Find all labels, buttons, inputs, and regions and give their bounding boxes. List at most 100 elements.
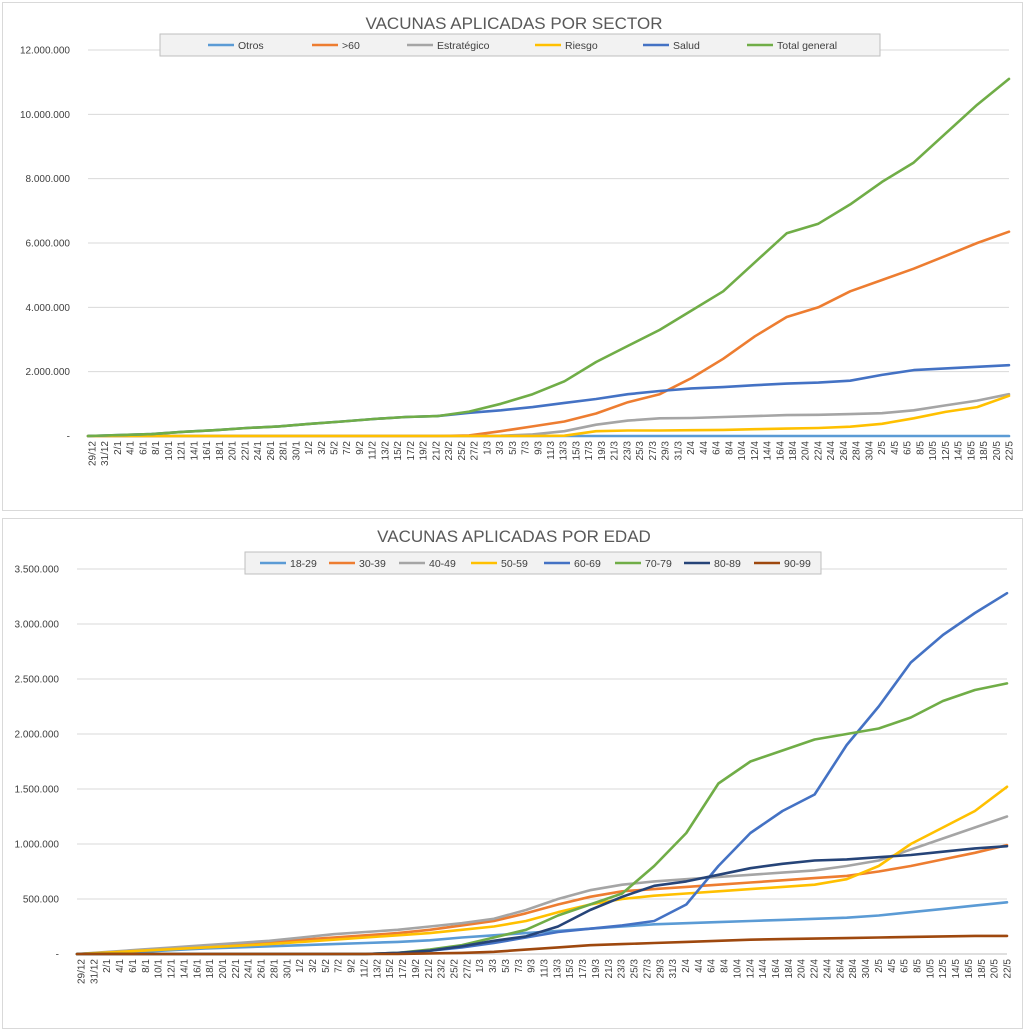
x-tick-label: 14/1 bbox=[189, 441, 200, 461]
sector-chart-svg: VACUNAS APLICADAS POR SECTOR - 2.000.000 4.… bbox=[20, 14, 1016, 466]
x-tick-label: 23/3 bbox=[622, 441, 633, 461]
x-tick-label: 25/3 bbox=[635, 441, 646, 461]
series-line-2 bbox=[75, 815, 1009, 956]
x-tick-label: 29/3 bbox=[655, 959, 666, 979]
y-tick-label: 4.000.000 bbox=[26, 303, 71, 314]
x-tick-label: 7/3 bbox=[521, 441, 532, 455]
x-tick-label: 3/3 bbox=[488, 959, 499, 973]
x-tick-label: 12/5 bbox=[938, 959, 949, 979]
x-tick-label: 31/12 bbox=[89, 959, 100, 984]
y-tick-label: 6.000.000 bbox=[26, 239, 71, 250]
x-tick-label: 16/4 bbox=[771, 959, 782, 979]
x-tick-label: 9/2 bbox=[355, 441, 366, 455]
x-tick-label: 10/1 bbox=[164, 441, 175, 461]
x-tick-label: 10/4 bbox=[732, 959, 743, 979]
x-tick-label: 15/3 bbox=[565, 959, 576, 979]
x-tick-label: 14/1 bbox=[179, 959, 190, 979]
x-tick-label: 8/1 bbox=[141, 959, 152, 973]
legend-label: 18-29 bbox=[290, 558, 317, 570]
legend-label: Salud bbox=[673, 40, 700, 52]
x-tick-label: 29/12 bbox=[77, 959, 88, 984]
x-tick-label: 20/5 bbox=[992, 441, 1003, 461]
x-tick-label: 20/4 bbox=[797, 959, 808, 979]
x-tick-label: 1/3 bbox=[475, 959, 486, 973]
x-tick-label: 18/4 bbox=[788, 441, 799, 461]
x-tick-label: 12/5 bbox=[941, 441, 952, 461]
legend-label: 70-79 bbox=[645, 558, 672, 570]
y-tick-label: 2.000.000 bbox=[26, 367, 71, 378]
legend-label: >60 bbox=[342, 40, 360, 52]
x-tick-label: 13/2 bbox=[372, 959, 383, 979]
x-tick-label: 2/1 bbox=[113, 441, 124, 455]
y-tick-label: 3.000.000 bbox=[15, 620, 60, 631]
x-tick-label: 18/5 bbox=[979, 441, 990, 461]
edad-chart-svg: VACUNAS APLICADAS POR EDAD - 500.000 1.000.… bbox=[15, 527, 1014, 984]
legend-label: Riesgo bbox=[565, 40, 598, 52]
x-tick-label: 6/4 bbox=[712, 441, 723, 455]
x-tick-label: 27/3 bbox=[648, 441, 659, 461]
y-tick-label: 12.000.000 bbox=[20, 46, 70, 57]
x-tick-label: 21/2 bbox=[431, 441, 442, 461]
x-tick-label: 8/5 bbox=[915, 441, 926, 455]
y-tick-label: 1.000.000 bbox=[15, 840, 60, 851]
x-tick-label: 2/4 bbox=[686, 441, 697, 455]
x-tick-label: 4/1 bbox=[126, 441, 137, 455]
x-tick-label: 24/4 bbox=[826, 441, 837, 461]
x-tick-label: 5/2 bbox=[321, 959, 332, 973]
x-tick-label: 18/5 bbox=[977, 959, 988, 979]
x-tick-label: 21/3 bbox=[610, 441, 621, 461]
series-line-4 bbox=[75, 591, 1009, 956]
x-tick-label: 11/3 bbox=[546, 441, 557, 460]
x-tick-label: 25/2 bbox=[457, 441, 468, 461]
legend-label: 40-49 bbox=[429, 558, 456, 570]
x-tick-label: 8/4 bbox=[724, 441, 735, 455]
x-tick-label: 30/4 bbox=[864, 441, 875, 461]
legend-label: 30-39 bbox=[359, 558, 386, 570]
x-tick-label: 17/3 bbox=[584, 441, 595, 461]
x-tick-label: 26/4 bbox=[839, 441, 850, 461]
x-tick-label: 26/1 bbox=[257, 959, 268, 979]
legend-label: 90-99 bbox=[784, 558, 811, 570]
x-tick-label: 19/3 bbox=[597, 441, 608, 461]
x-tick-label: 31/3 bbox=[673, 441, 684, 461]
x-tick-label: 26/1 bbox=[266, 441, 277, 461]
x-tick-label: 24/1 bbox=[253, 441, 264, 461]
x-tick-label: 22/5 bbox=[1005, 441, 1016, 461]
series-line-3 bbox=[75, 785, 1009, 956]
legend-label: Otros bbox=[238, 40, 264, 52]
x-tick-label: 17/2 bbox=[406, 441, 417, 461]
x-tick-label: 1/2 bbox=[295, 959, 306, 973]
x-tick-label: 20/4 bbox=[801, 441, 812, 461]
x-tick-label: 9/3 bbox=[527, 959, 538, 973]
legend-label: 60-69 bbox=[574, 558, 601, 570]
series-line-7 bbox=[75, 934, 1009, 956]
x-tick-label: 4/5 bbox=[890, 441, 901, 455]
x-tick-label: 2/4 bbox=[681, 959, 692, 973]
x-tick-label: 10/1 bbox=[154, 959, 165, 979]
x-tick-label: 12/4 bbox=[750, 441, 761, 461]
x-tick-label: 12/4 bbox=[745, 959, 756, 979]
x-tick-label: 19/2 bbox=[411, 959, 422, 979]
y-tick-label: 2.500.000 bbox=[15, 675, 60, 686]
x-tick-label: 13/3 bbox=[552, 959, 563, 979]
x-tick-label: 1/2 bbox=[304, 441, 315, 455]
x-tick-label: 18/1 bbox=[205, 959, 216, 979]
x-tick-label: 31/12 bbox=[100, 441, 111, 466]
x-tick-label: 17/3 bbox=[578, 959, 589, 979]
x-tick-label: 4/5 bbox=[887, 959, 898, 973]
legend-label: 50-59 bbox=[501, 558, 528, 570]
x-tick-label: 6/1 bbox=[138, 441, 149, 455]
series-line-5 bbox=[75, 682, 1009, 956]
x-tick-label: 2/5 bbox=[877, 441, 888, 455]
x-tick-label: 13/3 bbox=[559, 441, 570, 461]
x-tick-label: 14/4 bbox=[763, 441, 774, 461]
x-tick-label: 26/4 bbox=[835, 959, 846, 979]
x-tick-label: 6/4 bbox=[707, 959, 718, 973]
x-tick-label: 9/3 bbox=[533, 441, 544, 455]
x-tick-label: 16/5 bbox=[964, 959, 975, 979]
legend-label: Total general bbox=[777, 40, 837, 52]
x-tick-label: 18/1 bbox=[215, 441, 226, 461]
x-tick-label: 7/3 bbox=[514, 959, 525, 973]
x-tick-label: 27/2 bbox=[462, 959, 473, 979]
x-tick-label: 23/3 bbox=[617, 959, 628, 979]
